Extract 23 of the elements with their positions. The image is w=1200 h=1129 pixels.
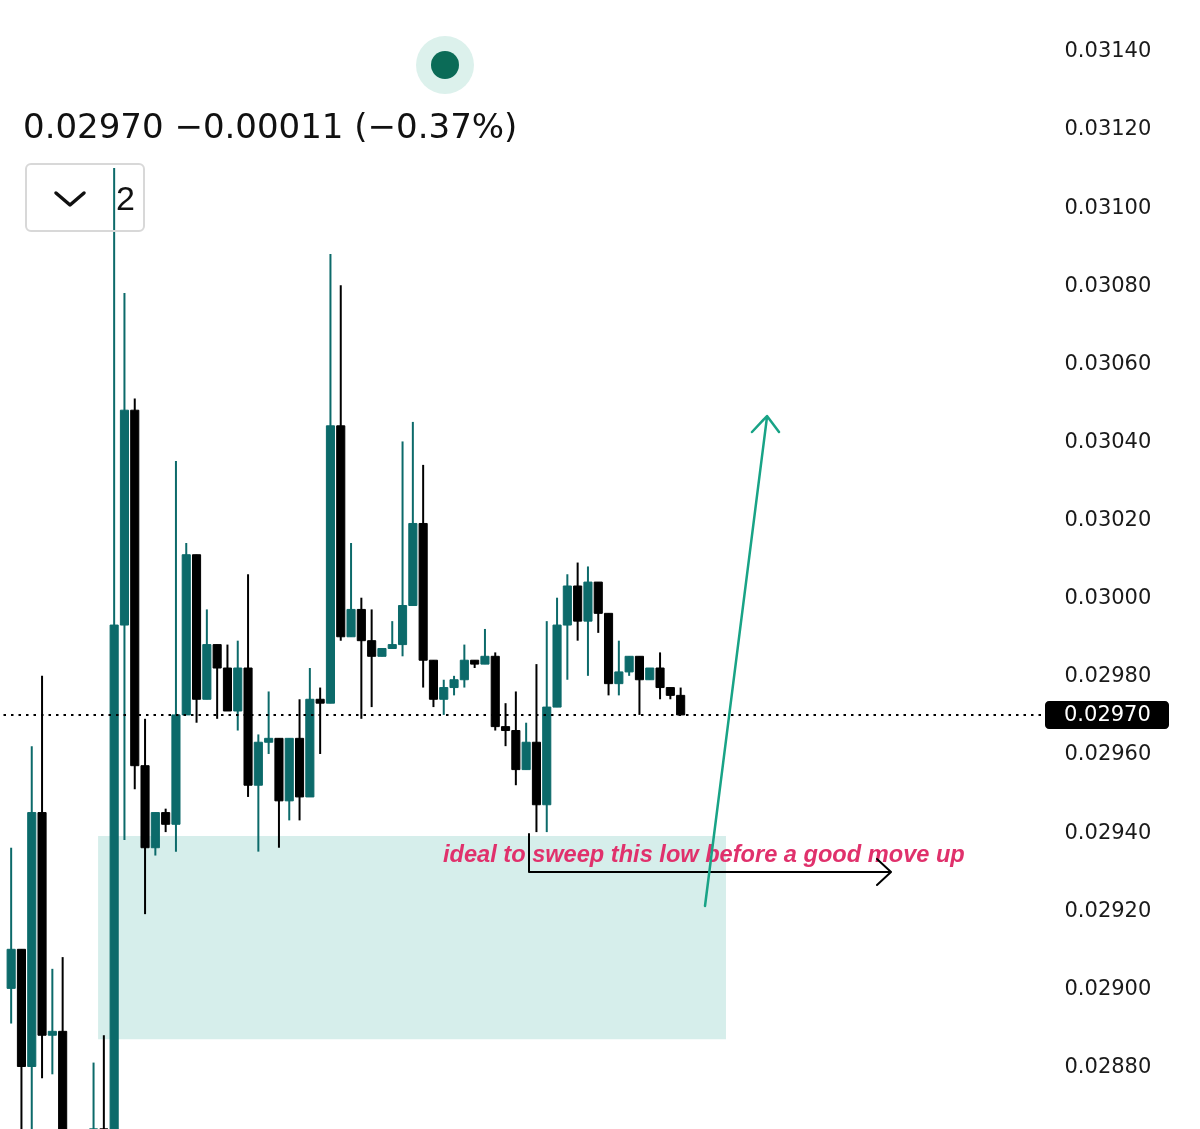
candlestick xyxy=(480,627,490,666)
candlestick xyxy=(47,967,57,1076)
y-tick-label: 0.03020 xyxy=(1064,507,1152,532)
y-tick-label: 0.03060 xyxy=(1064,350,1152,375)
y-tick-label: 0.02960 xyxy=(1064,741,1152,766)
candlestick xyxy=(99,1034,109,1129)
y-tick-label: 0.03000 xyxy=(1064,585,1152,610)
y-tick-label: 0.02880 xyxy=(1064,1053,1152,1078)
y-tick-label: 0.02980 xyxy=(1064,663,1152,688)
y-tick-label: 0.03040 xyxy=(1064,428,1152,453)
toggle-button: 2 xyxy=(25,163,145,232)
candlestick xyxy=(88,1061,99,1129)
y-tick-label: 0.02940 xyxy=(1064,819,1152,844)
y-tick-label: 0.02920 xyxy=(1064,897,1152,922)
y-tick-label: 0.03140 xyxy=(1064,38,1152,63)
candlestick xyxy=(161,807,171,834)
y-tick-label: 0.02900 xyxy=(1064,975,1152,1000)
y-tick-label: 0.03080 xyxy=(1064,272,1152,297)
y-tick-label: 0.03100 xyxy=(1064,194,1152,219)
text: 0.02970 −0.00011 (−0.37%) xyxy=(23,106,518,146)
ref-line-label: 0.02970 xyxy=(1064,701,1151,726)
y-tick-label: 0.03120 xyxy=(1064,116,1152,141)
annotation: 2 xyxy=(116,179,135,217)
